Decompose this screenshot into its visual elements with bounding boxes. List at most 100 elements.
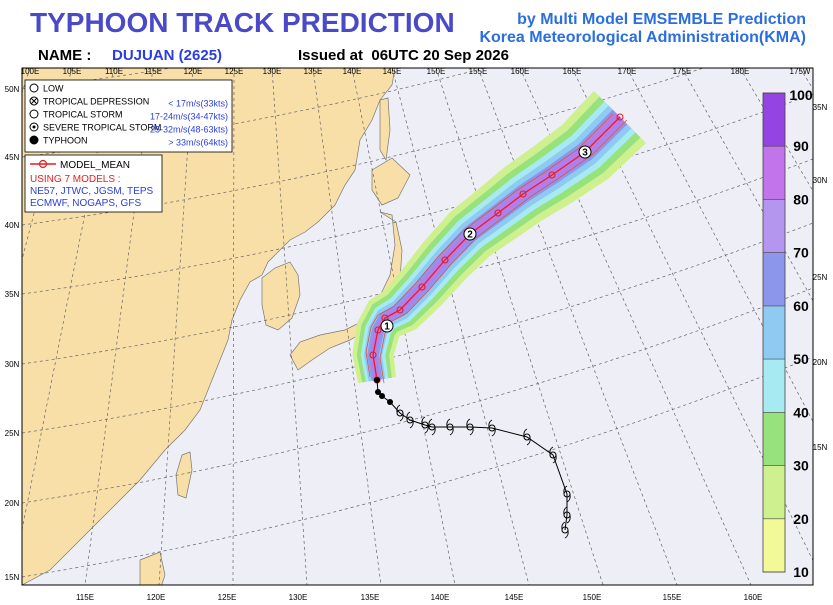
colorbar-segment (763, 412, 785, 466)
meridian (681, 68, 813, 302)
mean-point (374, 326, 382, 334)
mean-point-symbol (38, 159, 48, 169)
legend-entry: LOW (29, 83, 64, 94)
left-lat-label: 20N (5, 499, 20, 508)
top-lon-label: 160E (511, 67, 530, 76)
day-marker-circle (380, 319, 394, 333)
land-sakhalin (379, 97, 391, 162)
meridian (22, 68, 115, 532)
model-legend: MODEL_MEAN USING 7 MODELS : NE57, JTWC, … (24, 154, 163, 213)
meridian (391, 68, 530, 585)
typhoon-symbol (379, 393, 385, 399)
storm-tail (396, 404, 404, 422)
member-track (379, 119, 628, 384)
typhoon-symbol (387, 399, 393, 405)
source-line: Korea Meteorological Administration(KMA) (479, 29, 806, 46)
typhoon-symbol (374, 377, 380, 383)
top-lon-label: 180E (731, 67, 750, 76)
meridian (477, 68, 678, 585)
top-lon-label: 175E (673, 67, 692, 76)
colorbar-tick-label: 80 (793, 191, 809, 207)
source-line: by Multi Model EMSEMBLE Prediction (517, 11, 806, 28)
legend-speed: < 17m/s(33kts) (168, 99, 228, 109)
storm-tail (428, 418, 436, 436)
mean-point (441, 256, 449, 264)
legend-symbol (29, 96, 39, 106)
storm-tail (406, 411, 414, 429)
day-marker: 2 (467, 230, 473, 241)
day-marker: 1 (384, 322, 390, 333)
bottom-lon-label: 145E (505, 593, 524, 602)
colorbar-tick-label: 20 (793, 511, 809, 527)
map-frame (21, 67, 814, 586)
legend-label: TYPHOON (43, 136, 88, 146)
plume-band (369, 112, 625, 381)
left-lat-label: 45N (5, 153, 20, 162)
mean-point (494, 209, 502, 217)
meridian (519, 68, 752, 585)
top-lon-label: 145E (383, 67, 402, 76)
plume-band (367, 109, 628, 381)
mean-point (418, 283, 426, 291)
name-label: NAME : (38, 47, 91, 64)
mean-track (372, 116, 621, 381)
legend-label: SEVERE TROPICAL STORM (43, 123, 161, 133)
top-lon-label: 175W (790, 67, 811, 76)
storm-tail (563, 485, 571, 503)
left-lat-label: 40N (5, 221, 20, 230)
parallel (22, 68, 174, 90)
left-lat-label: 50N (5, 85, 20, 94)
colorbar-segment (763, 305, 785, 360)
typhoon-name: DUJUAN (2625) (112, 47, 222, 64)
colorbar-segment (763, 252, 785, 306)
mean-point (548, 171, 556, 179)
colorbar-tick-label: 60 (793, 298, 809, 314)
bottom-lon-label: 115E (76, 593, 94, 602)
left-lat-label: 30N (5, 360, 20, 369)
top-lon-label: 100E (21, 67, 40, 76)
meridian (84, 68, 154, 585)
bottom-lon-label: 120E (147, 593, 166, 602)
right-lat-label: 35N (813, 103, 828, 112)
right-lat-label: 25N (813, 273, 828, 282)
legend-symbol-dot (32, 125, 36, 129)
colorbar-segment (763, 465, 785, 519)
mean-point (616, 113, 624, 121)
member-track (365, 113, 614, 378)
legend-symbol (29, 122, 39, 132)
meridian (271, 68, 308, 585)
mean-point (519, 190, 527, 198)
right-lat-label: 30N (813, 176, 828, 185)
model-count: USING 7 MODELS : (30, 174, 121, 185)
legend-entry: TYPHOON > 33m/s(64kts) (29, 135, 228, 148)
left-lat-label: 15N (5, 573, 20, 582)
model-list: NE57, JTWC, JGSM, TEPS (30, 186, 153, 197)
colorbar-tick-label: 50 (793, 351, 809, 367)
model-mean-label: MODEL_MEAN (60, 160, 130, 171)
colorbar-tick-label: 30 (793, 458, 809, 474)
legend-speed: 17-24m/s(34-47kts) (150, 112, 228, 122)
top-lon-label: 115E (144, 67, 162, 76)
graticule (22, 68, 813, 585)
top-lon-label: 125E (225, 67, 244, 76)
top-lon-label: 155E (469, 67, 488, 76)
top-lon-label: 140E (343, 67, 362, 76)
left-lat-label: 25N (5, 429, 20, 438)
land-korea (261, 261, 301, 331)
legend-label: TROPICAL STORM (43, 110, 123, 120)
colorbar-segment (763, 518, 785, 572)
colorbar-tick-label: 90 (793, 138, 809, 154)
top-lon-label: 165E (563, 67, 582, 76)
meridian (435, 68, 604, 585)
right-lat-label: 20N (813, 358, 828, 367)
top-lon-label: 170E (618, 67, 637, 76)
storm-tail (523, 428, 531, 446)
storm-tail (549, 446, 557, 464)
top-lon-label: 130E (263, 67, 282, 76)
legend-symbol-x (30, 97, 38, 105)
issued-time: Issued at 06UTC 20 Sep 2026 (298, 47, 509, 64)
colorbar: 10 20 30 40 50 60 70 80 90 100 (762, 87, 813, 580)
